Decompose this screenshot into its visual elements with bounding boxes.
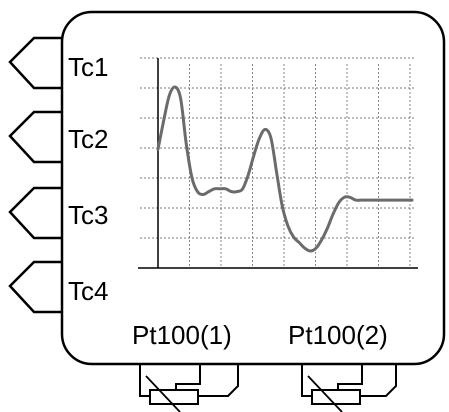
tc1-label: Tc1 — [68, 52, 108, 82]
tc3-probe: Tc3 — [8, 186, 108, 240]
tc2-label: Tc2 — [68, 124, 108, 154]
pt100-1-arrow — [145, 375, 181, 412]
pt100-2-arrow — [307, 375, 343, 412]
chart-series — [156, 85, 414, 253]
series-line-1 — [156, 85, 414, 253]
tc1-probe: Tc1 — [8, 36, 108, 90]
pt100-1-label: Pt100(1) — [132, 320, 232, 350]
tc2-probe-icon — [8, 110, 62, 164]
device-body — [60, 10, 446, 366]
tc1-probe-icon — [8, 36, 62, 90]
temperature-chart — [138, 57, 418, 269]
pt100-2-resistor-icon — [311, 389, 361, 405]
pt100-2-wire-far — [360, 364, 397, 397]
tc3-label: Tc3 — [68, 200, 108, 230]
tc4-label: Tc4 — [68, 276, 108, 306]
pt100-2-sensor — [301, 364, 397, 412]
tc4-probe: Tc4 — [8, 260, 108, 314]
pt100-2-label: Pt100(2) — [288, 320, 388, 350]
tc3-probe-icon — [8, 186, 62, 240]
pt100-2-wire-left — [301, 364, 312, 397]
tc4-probe-icon — [8, 260, 62, 314]
pt100-1-wire-far — [198, 364, 239, 397]
pt100-1-wire-right — [175, 364, 201, 390]
pt100-1-resistor-icon — [149, 389, 199, 405]
pt100-2-wire-right — [337, 364, 363, 390]
pt100-1-sensor — [139, 364, 239, 412]
tc2-probe: Tc2 — [8, 110, 108, 164]
pt100-1-wire-left — [139, 364, 150, 397]
